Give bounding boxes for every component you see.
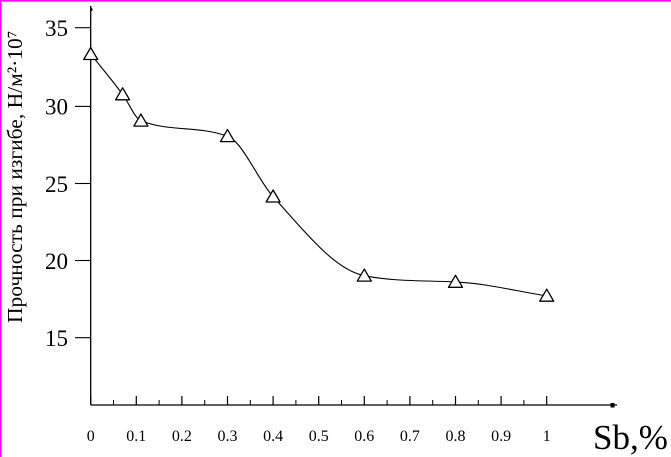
svg-text:35: 35 bbox=[45, 16, 68, 41]
svg-text:25: 25 bbox=[45, 172, 68, 197]
svg-text:0.4: 0.4 bbox=[263, 428, 283, 445]
svg-text:1: 1 bbox=[543, 428, 551, 445]
svg-text:0.5: 0.5 bbox=[309, 428, 329, 445]
svg-text:Прочность при изгибе, Н/м²·10⁷: Прочность при изгибе, Н/м²·10⁷ bbox=[3, 31, 27, 323]
svg-text:0: 0 bbox=[87, 428, 95, 445]
svg-text:0.1: 0.1 bbox=[126, 428, 146, 445]
svg-text:20: 20 bbox=[45, 249, 68, 274]
svg-text:0.6: 0.6 bbox=[354, 428, 374, 445]
svg-text:0.2: 0.2 bbox=[172, 428, 192, 445]
svg-text:Sb,%: Sb,% bbox=[593, 418, 668, 457]
svg-text:0.9: 0.9 bbox=[491, 428, 511, 445]
svg-text:15: 15 bbox=[45, 326, 68, 351]
svg-text:0.7: 0.7 bbox=[400, 428, 420, 445]
svg-text:30: 30 bbox=[45, 95, 68, 120]
svg-text:0.8: 0.8 bbox=[446, 428, 466, 445]
svg-text:0.3: 0.3 bbox=[218, 428, 238, 445]
